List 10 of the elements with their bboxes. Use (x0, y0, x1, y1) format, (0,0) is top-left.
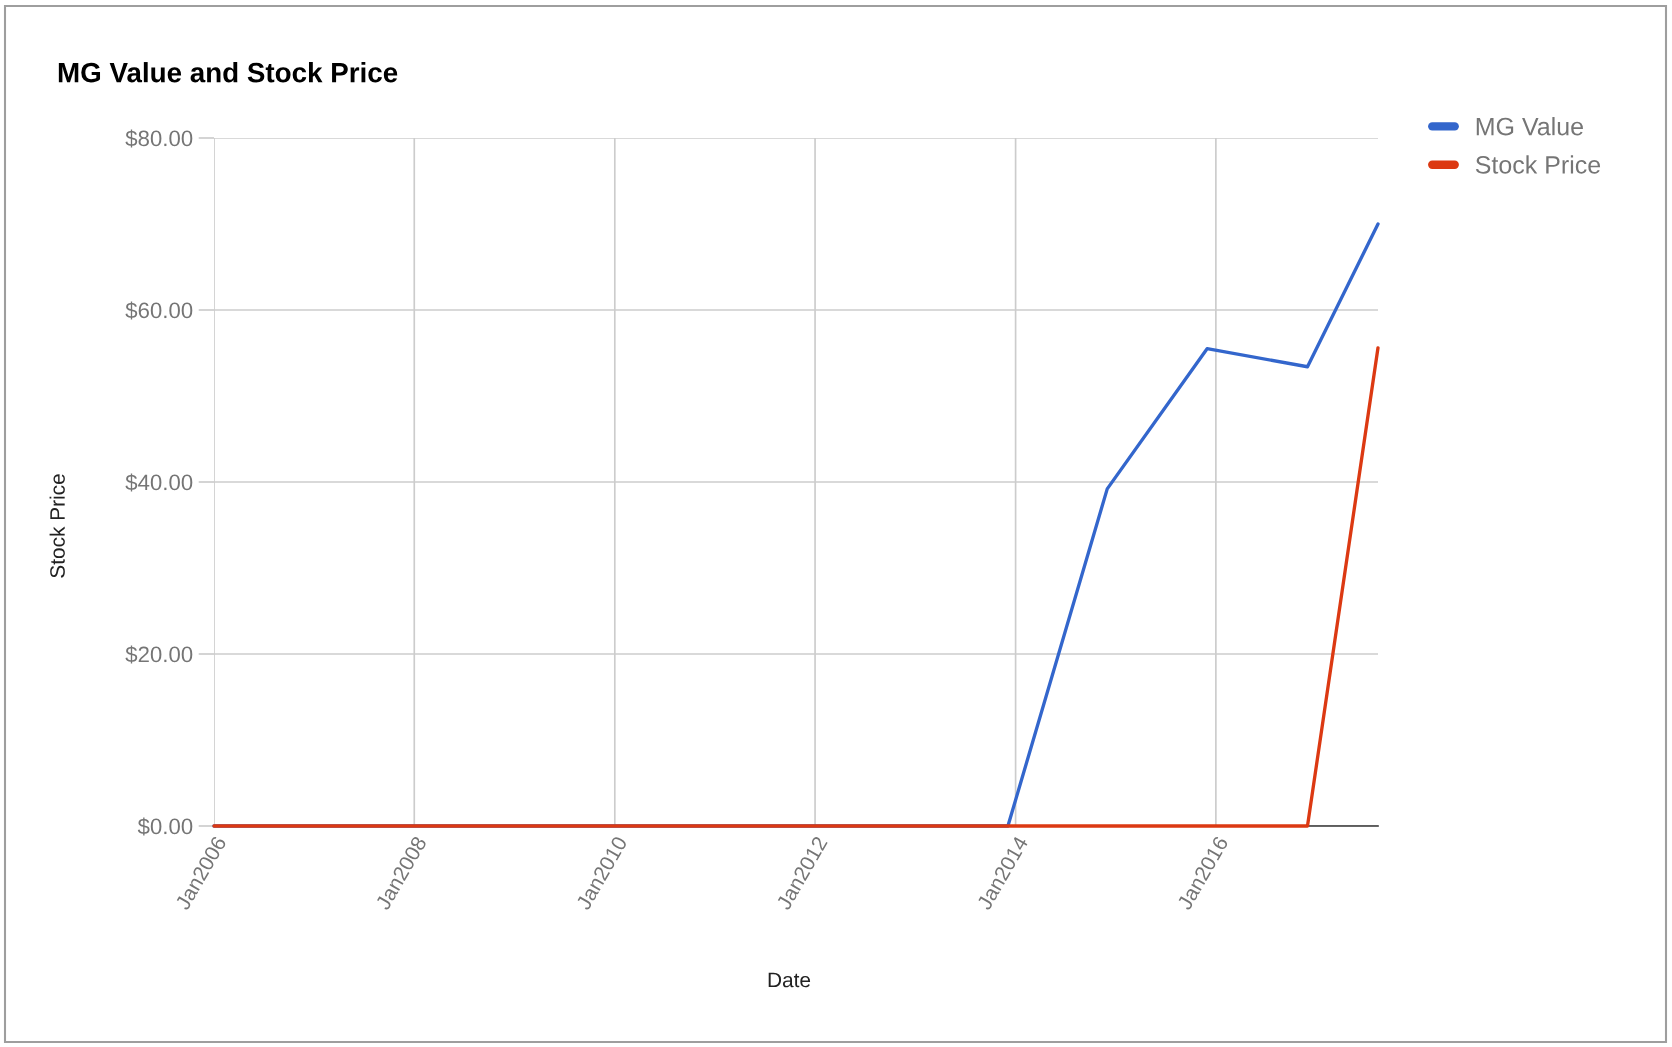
chart-title: MG Value and Stock Price (58, 62, 398, 83)
y-tick-label: $40.00 (125, 473, 193, 492)
y-tick-label: $80.00 (125, 129, 193, 148)
legend-label: MG Value (1476, 117, 1583, 136)
y-tick-label: $60.00 (125, 301, 193, 320)
y-tick-label: $0.00 (137, 817, 193, 836)
x-axis-title: Date (768, 972, 811, 988)
legend-label: Stock Price (1475, 155, 1601, 174)
y-tick-label: $20.00 (125, 645, 193, 664)
y-axis-title: Stock Price (49, 474, 65, 578)
